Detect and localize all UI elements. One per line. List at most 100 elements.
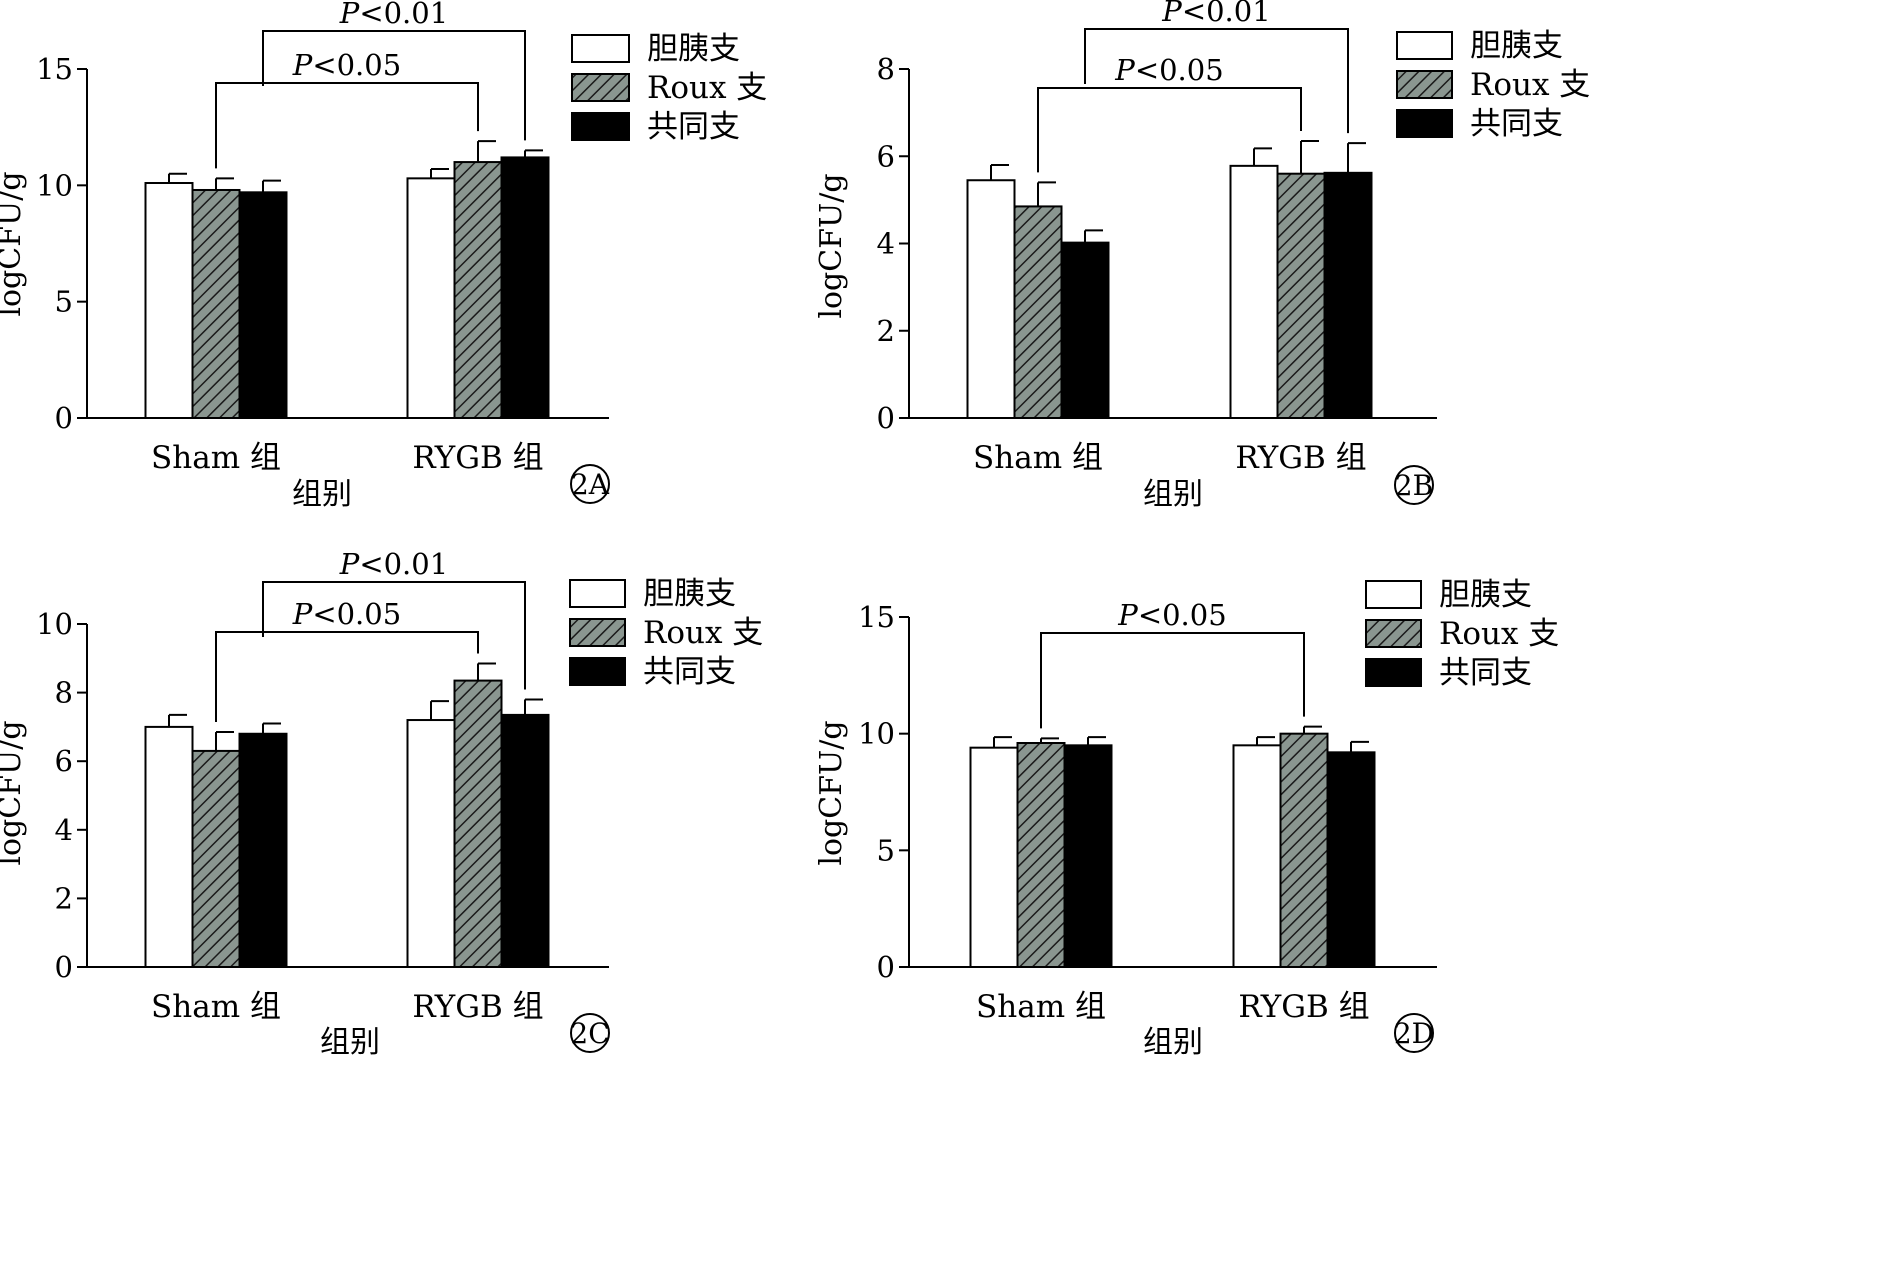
- legend-swatch: [571, 73, 630, 102]
- legend-label: 共同支: [1439, 655, 1532, 691]
- bar: [1229, 164, 1279, 419]
- x-category-label: RYGB 组: [1235, 440, 1366, 476]
- legend-swatch: [1365, 619, 1422, 648]
- chart-panel-2b: 0 2 4 6 8 logCFU/g Sham 组 RYGB 组组别 P<0.05 P<0.01 胆…: [814, 0, 1590, 512]
- bar: [1276, 172, 1326, 419]
- legend-swatch: [571, 34, 630, 63]
- bar: [406, 719, 456, 968]
- significance-bracket: [262, 581, 526, 690]
- panel-label: 2B: [1395, 469, 1433, 502]
- y-tick-label: 0: [55, 401, 73, 435]
- panel-label-circle: [1394, 465, 1434, 505]
- x-category-label: Sham 组: [151, 440, 281, 476]
- y-tick-label: 2: [55, 881, 73, 915]
- bar: [238, 732, 288, 969]
- bar: [1063, 744, 1113, 968]
- legend-swatch: [569, 618, 626, 647]
- y-tick-label: 2: [877, 314, 895, 348]
- significance-bracket: [215, 82, 479, 169]
- x-axis-title: 组别: [320, 1025, 380, 1060]
- significance-label: P<0.05: [1117, 598, 1226, 632]
- panel-label-circle: [570, 464, 610, 504]
- bar: [1326, 751, 1376, 968]
- y-tick-label: 5: [55, 285, 73, 319]
- legend-label: Roux 支: [647, 70, 767, 106]
- chart-panel-2c: 0 2 4 6 8 10 logCFU/g Sham 组 RYGB 组组别 P<0.05 P<0.0…: [0, 547, 763, 1060]
- x-category-label: Sham 组: [151, 989, 281, 1025]
- significance-bracket: [1037, 87, 1302, 173]
- x-category-label: RYGB 组: [412, 440, 543, 476]
- panel-label: 2A: [571, 468, 610, 501]
- y-tick-label: 6: [877, 139, 895, 173]
- y-tick-label: 10: [858, 717, 895, 751]
- bar: [453, 161, 503, 419]
- y-tick-label: 8: [877, 52, 895, 86]
- legend-label: 胆胰支: [643, 576, 736, 612]
- bar: [1323, 171, 1373, 419]
- significance-label: P<0.01: [339, 547, 448, 581]
- bar: [500, 713, 550, 969]
- y-tick-label: 10: [36, 607, 73, 641]
- bar: [453, 679, 503, 968]
- legend-swatch: [1396, 31, 1453, 60]
- x-axis-title: 组别: [1143, 1025, 1203, 1060]
- significance-bracket: [1040, 632, 1305, 729]
- legend-label: Roux 支: [1439, 616, 1559, 652]
- legend-swatch: [569, 657, 626, 686]
- y-axis-title: logCFU/g: [814, 720, 849, 865]
- legend-label: 胆胰支: [647, 31, 740, 67]
- y-tick-label: 6: [55, 744, 73, 778]
- y-tick-label: 5: [877, 833, 895, 867]
- legend-label: 共同支: [643, 654, 736, 690]
- panel-label-circle: [1394, 1013, 1434, 1053]
- bar: [191, 188, 241, 419]
- x-category-label: RYGB 组: [1238, 989, 1369, 1025]
- y-tick-label: 15: [858, 600, 895, 634]
- bar: [238, 191, 288, 419]
- significance-bracket: [1084, 28, 1349, 134]
- chart-panel-2a: 0 5 10 15 logCFU/g Sham 组 RYGB 组组别 P<0.05 P<0.01…: [0, 0, 767, 512]
- bar: [406, 177, 456, 419]
- significance-bracket: [215, 631, 479, 723]
- bar: [1016, 742, 1066, 968]
- chart-panel-2d: 0 5 10 15 logCFU/g Sham 组 RYGB 组组别 P<0.05 胆胰支Rou…: [814, 577, 1559, 1060]
- legend-swatch: [1365, 580, 1422, 609]
- legend-swatch: [1396, 70, 1453, 99]
- legend-label: 胆胰支: [1439, 577, 1532, 613]
- panel-label: 2C: [570, 1017, 609, 1050]
- y-tick-label: 0: [877, 401, 895, 435]
- legend-label: 胆胰支: [1470, 28, 1563, 64]
- bar: [966, 179, 1016, 419]
- significance-bracket: [262, 30, 526, 141]
- legend-label: 共同支: [1470, 106, 1563, 142]
- y-axis-title: logCFU/g: [0, 171, 28, 316]
- significance-label: P<0.01: [339, 0, 448, 30]
- y-tick-label: 0: [55, 950, 73, 984]
- bar: [144, 725, 194, 969]
- legend-swatch: [569, 579, 626, 608]
- significance-label: P<0.05: [292, 597, 401, 631]
- significance-label: P<0.01: [1161, 0, 1270, 28]
- significance-label: P<0.05: [1114, 53, 1223, 87]
- bar: [500, 156, 550, 419]
- y-axis-title: logCFU/g: [814, 173, 849, 318]
- bar: [969, 746, 1019, 969]
- legend-swatch: [1396, 109, 1453, 138]
- significance-label: P<0.05: [292, 48, 401, 82]
- legend-swatch: [571, 112, 630, 141]
- legend-label: Roux 支: [1470, 67, 1590, 103]
- bar: [1279, 732, 1329, 969]
- x-axis-title: 组别: [292, 477, 352, 512]
- panel-label-circle: [570, 1013, 610, 1053]
- y-tick-label: 4: [55, 813, 73, 847]
- bar: [1232, 744, 1282, 968]
- legend-swatch: [1365, 658, 1422, 687]
- y-tick-label: 0: [877, 950, 895, 984]
- x-category-label: RYGB 组: [412, 989, 543, 1025]
- x-category-label: Sham 组: [976, 989, 1106, 1025]
- x-axis-title: 组别: [1143, 477, 1203, 512]
- y-tick-label: 15: [36, 52, 73, 86]
- legend-label: 共同支: [647, 109, 740, 145]
- legend-label: Roux 支: [643, 615, 763, 651]
